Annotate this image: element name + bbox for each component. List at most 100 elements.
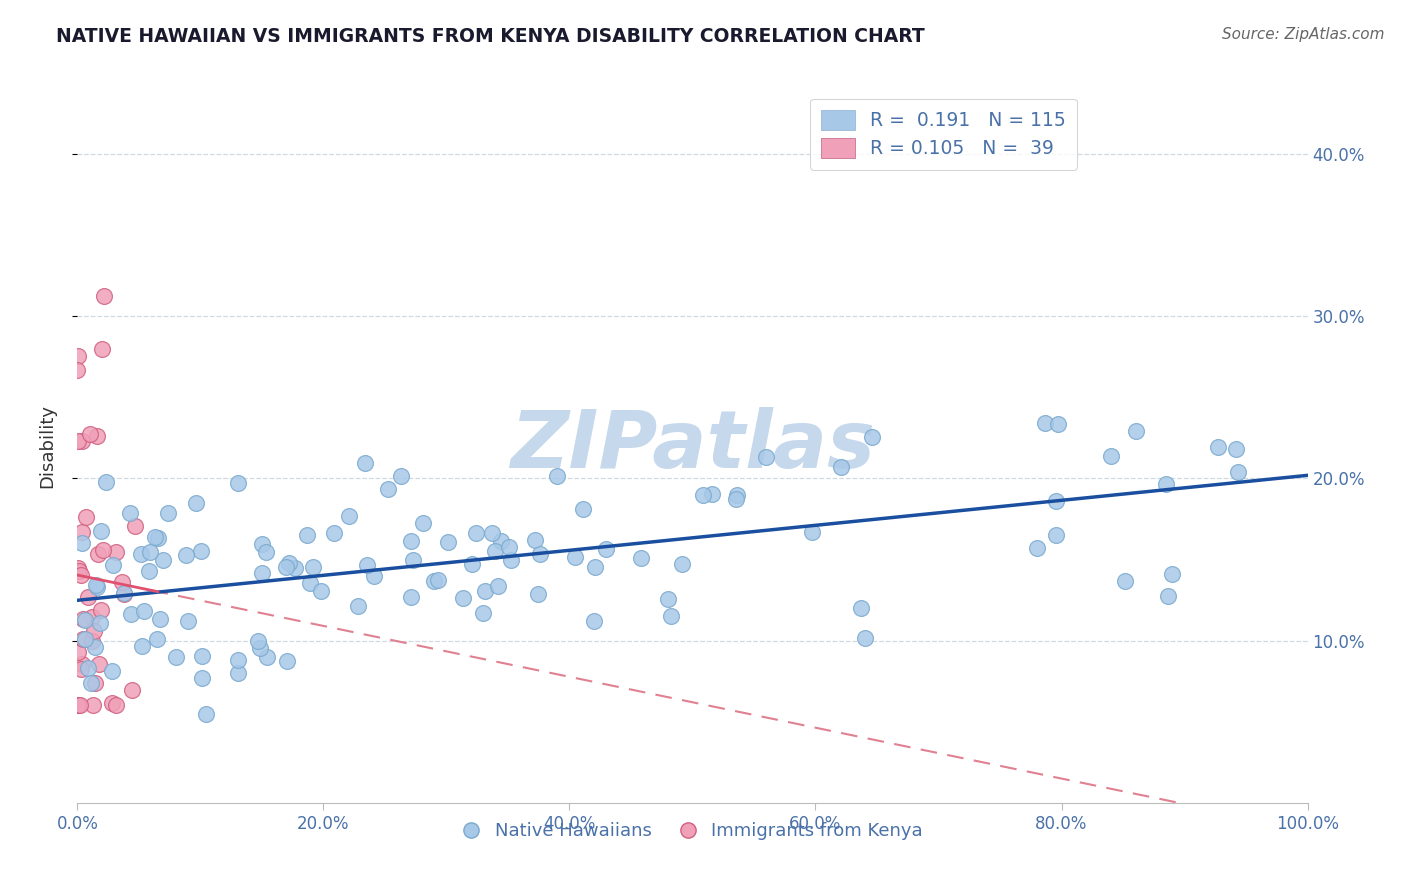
Point xyxy=(190,648,212,663)
Point xyxy=(177,614,200,628)
Point xyxy=(572,502,595,516)
Point xyxy=(70,657,93,672)
Point xyxy=(66,698,89,713)
Point xyxy=(143,530,166,544)
Point xyxy=(465,525,488,540)
Point xyxy=(401,534,423,549)
Point xyxy=(75,613,97,627)
Point xyxy=(529,547,551,561)
Point xyxy=(72,612,94,626)
Point xyxy=(121,683,143,698)
Point xyxy=(134,604,156,618)
Point xyxy=(488,579,510,593)
Point xyxy=(90,524,112,538)
Point xyxy=(1161,566,1184,581)
Point xyxy=(498,540,520,554)
Point xyxy=(527,586,550,600)
Point xyxy=(249,640,271,655)
Text: ZIPatlas: ZIPatlas xyxy=(510,407,875,485)
Point xyxy=(148,531,170,545)
Point xyxy=(66,645,89,659)
Point xyxy=(72,632,94,646)
Point xyxy=(860,429,883,443)
Point xyxy=(69,698,91,713)
Point xyxy=(1114,574,1136,589)
Point xyxy=(84,640,107,654)
Point xyxy=(1206,440,1229,454)
Point xyxy=(82,633,104,648)
Point xyxy=(67,349,90,363)
Point xyxy=(472,606,495,620)
Point xyxy=(1033,417,1056,431)
Point xyxy=(80,610,103,624)
Point xyxy=(423,574,446,589)
Point xyxy=(111,575,134,590)
Point xyxy=(489,533,512,548)
Point xyxy=(152,553,174,567)
Point xyxy=(86,428,108,442)
Point xyxy=(302,559,325,574)
Y-axis label: Disability: Disability xyxy=(38,404,56,488)
Point xyxy=(124,518,146,533)
Point xyxy=(77,661,100,675)
Point xyxy=(94,475,117,490)
Point xyxy=(246,633,269,648)
Point xyxy=(70,536,93,550)
Point xyxy=(800,524,823,539)
Point xyxy=(630,550,652,565)
Point xyxy=(849,601,872,615)
Point xyxy=(524,533,547,547)
Point xyxy=(461,558,484,572)
Point xyxy=(501,553,523,567)
Point xyxy=(75,510,97,524)
Point xyxy=(481,526,503,541)
Point xyxy=(389,468,412,483)
Point xyxy=(87,657,110,671)
Point xyxy=(298,576,321,591)
Point xyxy=(190,543,212,558)
Point xyxy=(337,509,360,524)
Point xyxy=(474,584,496,599)
Point xyxy=(191,671,214,685)
Point xyxy=(583,614,606,628)
Point xyxy=(89,616,111,631)
Point xyxy=(702,486,724,500)
Point xyxy=(86,580,108,594)
Point xyxy=(90,603,112,617)
Point xyxy=(66,698,89,713)
Point xyxy=(120,506,142,520)
Point xyxy=(70,568,93,582)
Point xyxy=(83,624,105,638)
Point xyxy=(755,450,778,464)
Point xyxy=(363,569,385,583)
Point xyxy=(226,666,249,681)
Point xyxy=(1045,528,1067,542)
Point xyxy=(228,653,250,667)
Point xyxy=(66,363,89,377)
Point xyxy=(112,585,135,599)
Point xyxy=(671,557,693,571)
Point xyxy=(250,566,273,580)
Point xyxy=(377,482,399,496)
Point xyxy=(692,488,714,502)
Point xyxy=(69,661,91,675)
Point xyxy=(830,460,852,475)
Point xyxy=(1025,541,1047,556)
Point xyxy=(91,542,114,557)
Point xyxy=(354,456,377,470)
Point xyxy=(165,650,187,665)
Point xyxy=(1157,589,1180,603)
Point xyxy=(84,676,107,690)
Point xyxy=(146,632,169,646)
Point xyxy=(657,592,679,607)
Point xyxy=(853,631,876,645)
Point xyxy=(309,583,332,598)
Point xyxy=(176,549,198,563)
Point xyxy=(1226,465,1249,479)
Point xyxy=(195,707,218,722)
Point xyxy=(284,561,307,575)
Point xyxy=(66,698,89,713)
Point xyxy=(1154,476,1177,491)
Point xyxy=(412,516,434,530)
Point xyxy=(295,528,318,542)
